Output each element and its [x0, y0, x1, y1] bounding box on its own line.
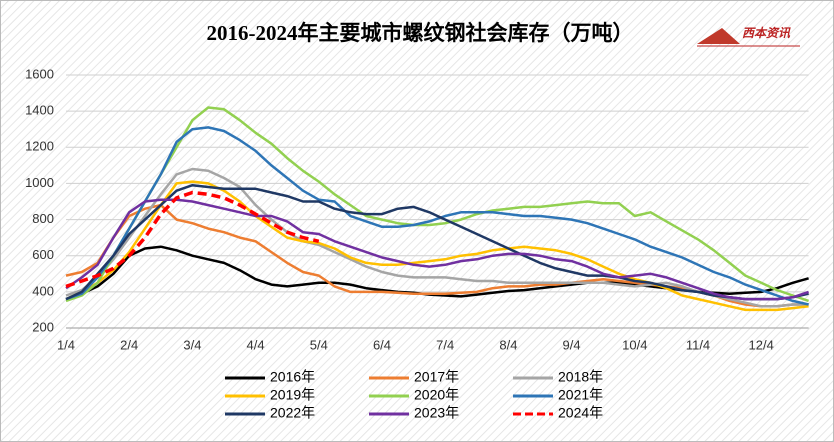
y-tick-label: 1000 — [25, 175, 54, 190]
y-tick-label: 600 — [32, 247, 54, 262]
y-tick-label: 1600 — [25, 66, 54, 81]
series-line — [65, 167, 809, 308]
series-line — [65, 203, 809, 308]
y-tick-label: 1400 — [25, 103, 54, 118]
x-tick-label: 12/4 — [749, 337, 774, 352]
x-tick-label: 11/4 — [686, 337, 710, 352]
x-tick-label: 8/4 — [499, 337, 517, 352]
x-tick-label: 9/4 — [563, 337, 581, 352]
x-tick-label: 3/4 — [183, 337, 201, 352]
legend-label: 2018年 — [558, 369, 603, 385]
series-line — [65, 183, 809, 301]
legend-label: 2017年 — [414, 369, 459, 385]
legend-label: 2023年 — [414, 405, 459, 421]
legend-label: 2020年 — [414, 387, 459, 403]
x-tick-label: 4/4 — [247, 337, 265, 352]
series-line — [65, 106, 810, 303]
y-tick-label: 200 — [32, 319, 54, 334]
legend-label: 2022年 — [270, 405, 315, 421]
x-tick-label: 6/4 — [373, 337, 391, 352]
logo: 西本资讯 — [697, 26, 800, 47]
series-line — [65, 190, 320, 289]
y-tick-label: 800 — [32, 211, 54, 226]
legend-label: 2019年 — [270, 387, 315, 403]
logo-icon — [697, 28, 740, 44]
x-tick-label: 5/4 — [310, 337, 328, 352]
x-tick-label: 2/4 — [120, 337, 138, 352]
x-tick-label: 7/4 — [436, 337, 454, 352]
legend-label: 2024年 — [558, 405, 603, 421]
y-tick-label: 1200 — [25, 139, 54, 154]
chart-title: 2016-2024年主要城市螺纹钢社会库存（万吨） — [207, 21, 634, 45]
series-line — [65, 126, 809, 306]
series-line — [65, 180, 809, 312]
y-tick-label: 400 — [32, 283, 54, 298]
x-tick-label: 10/4 — [622, 337, 647, 352]
legend-label: 2021年 — [558, 387, 603, 403]
series-line — [65, 198, 810, 301]
legend-label: 2016年 — [270, 369, 315, 385]
x-tick-label: 1/4 — [57, 337, 75, 352]
logo-text: 西本资讯 — [742, 26, 791, 40]
